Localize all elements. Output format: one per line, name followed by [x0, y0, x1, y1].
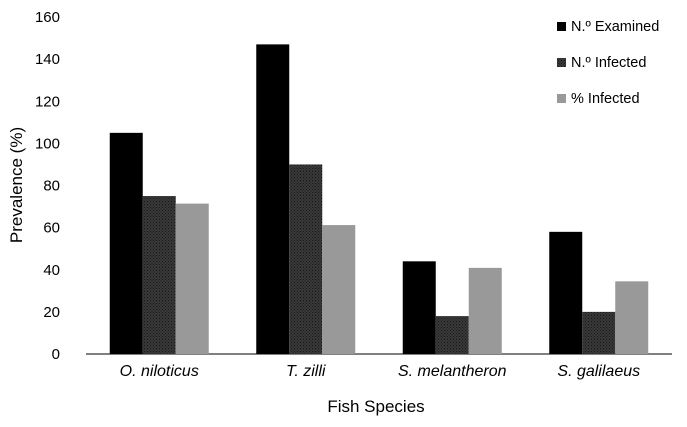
x-category-label: O. niloticus	[120, 363, 199, 380]
bar-infected-3	[615, 281, 649, 354]
legend-swatch	[557, 58, 566, 67]
x-axis-categories: O. niloticus T. zilli S. melantheron S. gal…	[120, 363, 640, 380]
legend-label: N.º Infected	[571, 55, 646, 71]
bar-n-infected-1	[289, 164, 323, 354]
y-tick-label: 120	[35, 93, 60, 110]
y-tick-label: 160	[35, 9, 60, 26]
y-tick-label: 140	[35, 51, 60, 68]
y-tick-label: 40	[43, 262, 60, 279]
legend-swatch	[557, 94, 566, 103]
bar-infected-2	[468, 267, 502, 354]
x-category-label: T. zilli	[286, 363, 326, 380]
y-axis-title: Prevalence (%)	[7, 127, 26, 243]
bar-n-infected-2	[435, 316, 469, 354]
bar-n-examined-3	[549, 231, 583, 354]
bar-infected-0	[175, 203, 209, 354]
y-axis-ticks: 0 20 40 60 80 100 120 140 160	[35, 9, 60, 363]
bar-n-infected-0	[142, 196, 176, 354]
bar-n-examined-1	[256, 44, 290, 354]
bar-infected-1	[322, 225, 356, 354]
x-category-label: S. galilaeus	[557, 363, 640, 380]
y-tick-label: 20	[43, 304, 60, 321]
x-axis-title: Fish Species	[327, 397, 424, 416]
y-tick-label: 100	[35, 135, 60, 152]
bar-n-infected-3	[582, 311, 616, 354]
legend-label: % Infected	[571, 91, 640, 107]
y-tick-label: 80	[43, 178, 60, 195]
legend: N.º Examined N.º Infected % Infected	[557, 19, 659, 107]
legend-swatch	[557, 22, 566, 31]
x-category-label: S. melantheron	[398, 363, 507, 380]
y-tick-label: 0	[52, 346, 60, 363]
bar-n-examined-2	[402, 261, 436, 354]
bar-group	[109, 44, 649, 354]
legend-label: N.º Examined	[571, 19, 659, 35]
bar-n-examined-0	[109, 132, 143, 354]
y-tick-label: 60	[43, 220, 60, 237]
